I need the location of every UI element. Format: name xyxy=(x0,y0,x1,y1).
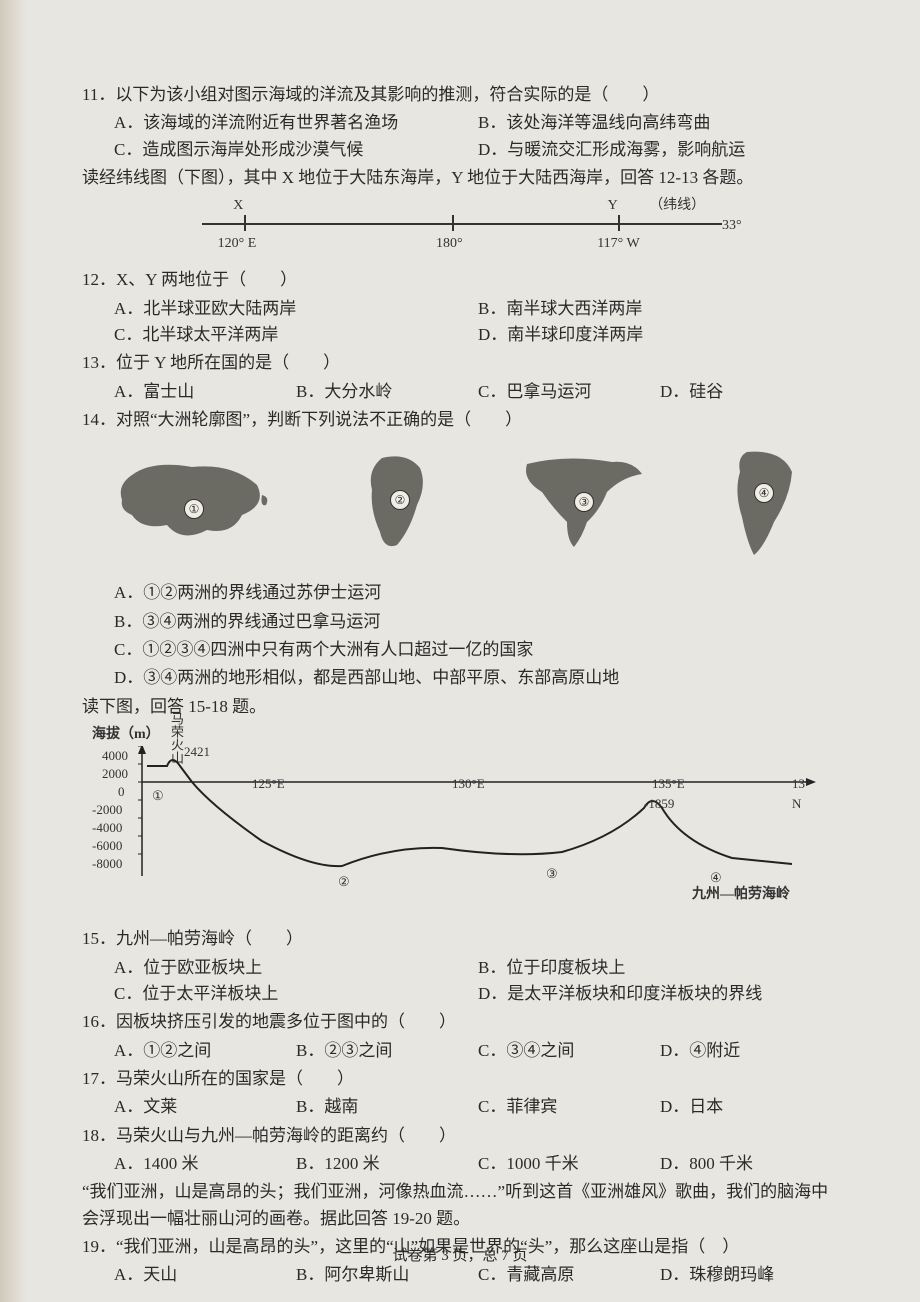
profile-lon-1: 130°E xyxy=(452,774,485,794)
axis-tick-y xyxy=(618,215,620,231)
continent-label-1: ① xyxy=(184,499,204,519)
axis-line xyxy=(202,223,722,225)
profile-lon-2: 135°E xyxy=(652,774,685,794)
axis-bot-2: 117° W xyxy=(597,233,640,255)
q11-opt-a: A．该海域的洋流附近有世界著名渔场 xyxy=(114,110,478,136)
q13-stem: 13．位于 Y 地所在国的是（ ） xyxy=(82,350,842,376)
q13-opt-b: B．大分水岭 xyxy=(296,379,478,405)
samer-path xyxy=(737,452,792,555)
q16-opt-c: C．③④之间 xyxy=(478,1038,660,1064)
q11-opt-b: B．该处海洋等温线向高纬弯曲 xyxy=(478,110,842,136)
profile-peak-value: 2421 xyxy=(184,742,210,762)
q11-stem: 11．以下为该小组对图示海域的洋流及其影响的推测，符合实际的是（ ） xyxy=(82,82,842,108)
q17-options: A．文莱 B．越南 C．菲律宾 D．日本 xyxy=(82,1094,842,1120)
page-footer: 试卷第 3 页，总 7 页 xyxy=(0,1245,920,1268)
axis-top-y: Y xyxy=(608,195,618,217)
continent-africa: ② xyxy=(342,450,452,560)
q12-opt-c: C．北半球太平洋两岸 xyxy=(114,322,478,348)
continent-label-2: ② xyxy=(390,490,410,510)
axis-latlabel: （纬线） xyxy=(649,195,705,217)
q15-opt-c: C．位于太平洋板块上 xyxy=(114,981,478,1007)
q15-opt-b: B．位于印度板块上 xyxy=(478,955,842,981)
q18-options: A．1400 米 B．1200 米 C．1000 千米 D．800 千米 xyxy=(82,1151,842,1177)
profile-lon-0: 125°E xyxy=(252,774,285,794)
profile-trough-value: -1859 xyxy=(644,794,674,814)
q12-opt-d: D．南半球印度洋两岸 xyxy=(478,322,842,348)
axis-tick-180 xyxy=(452,215,454,231)
q17-opt-c: C．菲律宾 xyxy=(478,1094,660,1120)
profile-circ-2: ② xyxy=(338,872,350,892)
q11-opt-c: C．造成图示海岸处形成沙漠气候 xyxy=(114,137,478,163)
q17-stem: 17．马荣火山所在的国家是（ ） xyxy=(82,1066,842,1092)
q15-options: A．位于欧亚板块上 B．位于印度板块上 C．位于太平洋板块上 D．是太平洋板块和… xyxy=(82,955,842,1008)
q18-opt-b: B．1200 米 xyxy=(296,1151,478,1177)
q14-stem: 14．对照“大洲轮廓图”，判断下列说法不正确的是（ ） xyxy=(82,407,842,433)
q15-stem: 15．九州—帕劳海岭（ ） xyxy=(82,926,842,952)
q16-opt-a: A．①②之间 xyxy=(114,1038,296,1064)
q12-opt-b: B．南半球大西洋两岸 xyxy=(478,296,842,322)
axis-top-x: X xyxy=(233,195,243,217)
elevation-profile-diagram: 海拔（m） 马荣火山 4000 2000 0 -2000 -4000 -6000… xyxy=(92,730,822,910)
profile-circ-1: ① xyxy=(152,786,164,806)
q17-opt-b: B．越南 xyxy=(296,1094,478,1120)
q14-opt-a: A．①②两洲的界线通过苏伊士运河 xyxy=(114,580,842,606)
axis-bot-0: 120° E xyxy=(218,233,257,255)
q14-opt-b: B．③④两洲的界线通过巴拿马运河 xyxy=(114,609,842,635)
intro-12-13: 读经纬线图（下图），其中 X 地位于大陆东海岸，Y 地位于大陆西海岸，回答 12… xyxy=(82,165,842,191)
intro-19-20: “我们亚洲，山是高昂的头；我们亚洲，河像热血流……”听到这首《亚洲雄风》歌曲，我… xyxy=(82,1179,842,1232)
q16-stem: 16．因板块挤压引发的地震多位于图中的（ ） xyxy=(82,1009,842,1035)
q18-opt-c: C．1000 千米 xyxy=(478,1151,660,1177)
q13-opt-a: A．富士山 xyxy=(114,379,296,405)
q18-opt-a: A．1400 米 xyxy=(114,1151,296,1177)
q17-opt-d: D．日本 xyxy=(660,1094,842,1120)
q13-opt-c: C．巴拿马运河 xyxy=(478,379,660,405)
q18-stem: 18．马荣火山与九州—帕劳海岭的距离约（ ） xyxy=(82,1123,842,1149)
q12-options: A．北半球亚欧大陆两岸 B．南半球大西洋两岸 C．北半球太平洋两岸 D．南半球印… xyxy=(82,296,842,349)
q18-opt-d: D．800 千米 xyxy=(660,1151,842,1177)
profile-trench-label: 九州—帕劳海岭 xyxy=(692,884,790,906)
q14-opt-d: D．③④两洲的地形相似，都是西部山地、中部平原、东部高原山地 xyxy=(114,665,842,691)
q14-opt-c: C．①②③④四洲中只有两个大洲有人口超过一亿的国家 xyxy=(114,637,842,663)
q16-opt-b: B．②③之间 xyxy=(296,1038,478,1064)
q14-options: A．①②两洲的界线通过苏伊士运河 B．③④两洲的界线通过巴拿马运河 C．①②③④… xyxy=(82,580,842,691)
intro-15-18: 读下图，回答 15-18 题。 xyxy=(82,694,842,720)
q11-opt-d: D．与暖流交汇形成海雾，影响航运 xyxy=(478,137,842,163)
q17-opt-a: A．文莱 xyxy=(114,1094,296,1120)
q12-stem: 12．X、Y 两地位于（ ） xyxy=(82,267,842,293)
latlon-axis-diagram: X Y 120° E 180° 117° W （纬线） 33° xyxy=(202,197,722,253)
axis-bot-1: 180° xyxy=(436,233,463,255)
profile-yaxis-title: 海拔（m） xyxy=(92,724,160,746)
q15-opt-a: A．位于欧亚板块上 xyxy=(114,955,478,981)
q12-opt-a: A．北半球亚欧大陆两岸 xyxy=(114,296,478,322)
continent-outlines-row: ① ② ③ ④ xyxy=(82,447,842,562)
q11-options: A．该海域的洋流附近有世界著名渔场 B．该处海洋等温线向高纬弯曲 C．造成图示海… xyxy=(82,110,842,163)
q16-opt-d: D．④附近 xyxy=(660,1038,842,1064)
axis-tick-x xyxy=(244,215,246,231)
profile-yaxis-arrow xyxy=(138,746,146,754)
axis-latvalue: 33° xyxy=(722,215,742,237)
profile-lat-label: 13° N xyxy=(792,774,822,814)
continent-namerica: ③ xyxy=(512,452,652,557)
q16-options: A．①②之间 B．②③之间 C．③④之间 D．④附近 xyxy=(82,1038,842,1064)
q13-options: A．富士山 B．大分水岭 C．巴拿马运河 D．硅谷 xyxy=(82,379,842,405)
q13-opt-d: D．硅谷 xyxy=(660,379,842,405)
continent-asia: ① xyxy=(112,455,282,555)
q15-opt-d: D．是太平洋板块和印度洋板块的界线 xyxy=(478,981,842,1007)
page-shadow xyxy=(0,0,26,1302)
continent-samerica: ④ xyxy=(712,447,812,562)
profile-circ-3: ③ xyxy=(546,864,558,884)
